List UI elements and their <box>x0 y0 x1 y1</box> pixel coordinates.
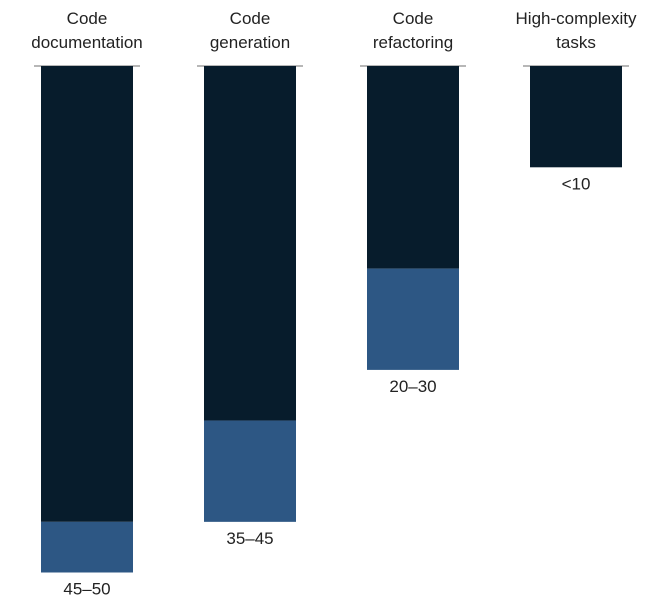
category-label-line: Code <box>230 9 271 28</box>
bar-base-1 <box>204 66 296 421</box>
labels: Code documentation 45–50 Code generation 35–4… <box>31 9 637 599</box>
category-label-line: Code <box>393 9 434 28</box>
bar-base-2 <box>367 66 459 269</box>
bars <box>41 66 622 573</box>
category-label-line: tasks <box>556 33 596 52</box>
category-label-1: Code generation <box>210 9 290 52</box>
bar-base-0 <box>41 66 133 522</box>
category-label-2: Code refactoring <box>373 9 453 52</box>
value-label-1: 35–45 <box>226 529 273 548</box>
value-label-0: 45–50 <box>63 580 110 599</box>
bar-range-3 <box>530 66 622 168</box>
category-label-line: High-complexity <box>516 9 637 28</box>
category-label-line: refactoring <box>373 33 453 52</box>
category-label-line: documentation <box>31 33 143 52</box>
category-label-0: Code documentation <box>31 9 143 52</box>
value-label-3: <10 <box>562 174 591 193</box>
bar-range-2 <box>367 268 459 370</box>
value-label-2: 20–30 <box>389 377 436 396</box>
bar-range-1 <box>204 420 296 522</box>
category-label-line: generation <box>210 33 290 52</box>
category-label-line: Code <box>67 9 108 28</box>
bar-range-0 <box>41 521 133 573</box>
category-label-3: High-complexity tasks <box>516 9 637 52</box>
